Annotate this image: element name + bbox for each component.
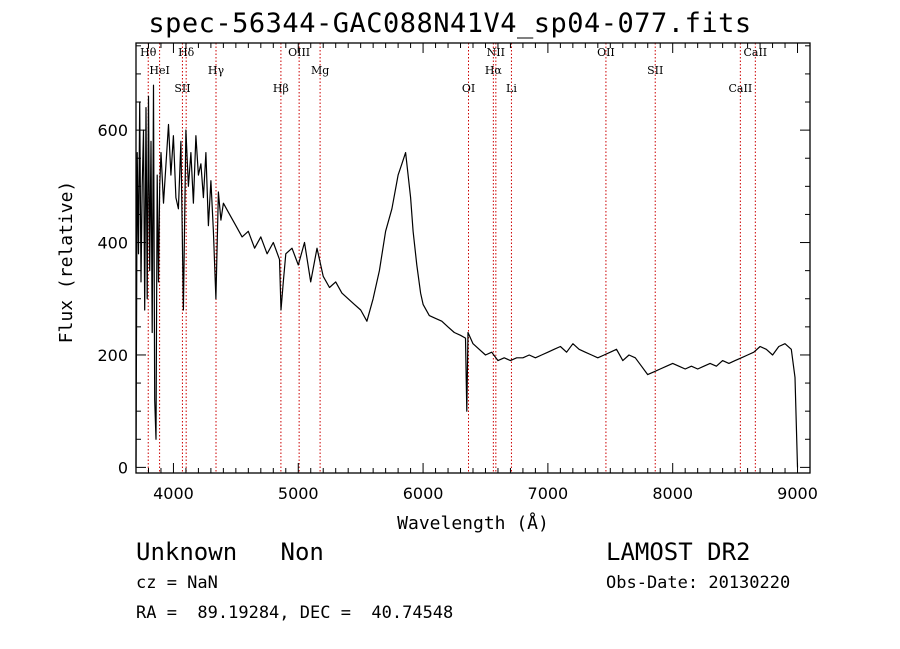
x-tick-label: 6000 [403, 484, 444, 503]
line-marker-label: Hγ [208, 64, 225, 77]
x-axis-label: Wavelength (Å) [397, 512, 549, 534]
spectrum-series [135, 84, 799, 468]
line-marker-label: OI [462, 82, 475, 95]
object-class: Unknown Non [136, 538, 324, 566]
x-tick-label: 7000 [528, 484, 569, 503]
y-axis-label: Flux (relative) [56, 181, 77, 344]
y-tick-label: 200 [97, 346, 128, 365]
line-marker-label: Hθ [140, 46, 157, 59]
axis-ticks-group: 4000 5000 6000 7000 8000 9000 0 200 400 600 [97, 43, 818, 503]
spectrum-line [135, 84, 799, 468]
x-tick-label: 5000 [278, 484, 319, 503]
y-tick-label: 0 [118, 458, 128, 477]
survey-label: LAMOST DR2 [606, 538, 751, 566]
line-marker-label: OIII [288, 46, 310, 59]
line-marker-label: SII [174, 82, 190, 95]
plot-frame [135, 42, 811, 474]
line-marker-label: Hβ [273, 82, 289, 95]
line-marker-label: CaII [729, 82, 753, 95]
line-marker-label: OII [597, 46, 615, 59]
y-tick-label: 400 [97, 234, 128, 253]
line-marker-label: CaII [743, 46, 767, 59]
y-tick-label: 600 [97, 121, 128, 140]
redshift-cz: cz = NaN [136, 573, 218, 593]
line-marker-label: Hδ [178, 46, 195, 59]
obs-date: Obs-Date: 20130220 [606, 573, 791, 593]
chart-title: spec-56344-GAC088N41V4_sp04-077.fits [148, 8, 752, 39]
line-marker-label: Mg [311, 64, 329, 77]
x-tick-label: 4000 [153, 484, 194, 503]
ra-dec: RA = 89.19284, DEC = 40.74548 [136, 603, 454, 623]
line-marker-label: SII [647, 64, 663, 77]
x-tick-label: 9000 [777, 484, 818, 503]
line-marker-label: HeI [149, 64, 169, 77]
line-marker-label: NII [487, 46, 505, 59]
x-tick-label: 8000 [652, 484, 693, 503]
line-marker-label: Li [506, 82, 517, 95]
line-marker-label: Hα [485, 64, 503, 77]
